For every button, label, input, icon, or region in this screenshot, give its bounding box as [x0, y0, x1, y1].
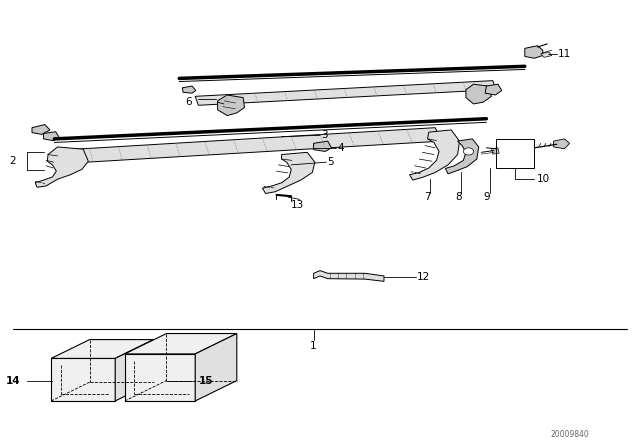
Polygon shape	[125, 333, 237, 354]
Polygon shape	[485, 84, 502, 95]
Polygon shape	[125, 354, 195, 401]
Text: 7: 7	[424, 192, 431, 202]
Polygon shape	[35, 147, 88, 187]
Text: 8: 8	[455, 192, 461, 202]
Text: 13: 13	[291, 200, 305, 210]
Text: 1: 1	[310, 341, 317, 351]
Polygon shape	[44, 132, 60, 141]
Polygon shape	[445, 139, 479, 174]
Polygon shape	[541, 52, 552, 57]
Bar	[496, 139, 534, 168]
Text: 5: 5	[328, 157, 334, 167]
Text: 4: 4	[337, 143, 344, 153]
Polygon shape	[314, 141, 332, 151]
Polygon shape	[466, 84, 492, 104]
Polygon shape	[182, 86, 196, 93]
Text: 15: 15	[198, 376, 213, 386]
Polygon shape	[61, 128, 442, 164]
Polygon shape	[51, 358, 115, 401]
Polygon shape	[525, 46, 543, 58]
Polygon shape	[410, 130, 460, 180]
Text: 10: 10	[536, 174, 550, 184]
Circle shape	[463, 148, 474, 155]
Text: 14: 14	[6, 376, 20, 386]
Text: 6: 6	[186, 97, 192, 107]
Polygon shape	[218, 95, 244, 116]
Polygon shape	[492, 148, 499, 154]
Polygon shape	[554, 139, 570, 149]
Text: 12: 12	[417, 272, 431, 282]
Polygon shape	[51, 340, 154, 358]
Polygon shape	[195, 333, 237, 401]
Polygon shape	[314, 271, 384, 281]
Text: 9: 9	[484, 192, 490, 202]
Polygon shape	[115, 340, 154, 401]
Text: 20009840: 20009840	[550, 430, 589, 439]
Text: 3: 3	[321, 130, 328, 140]
Polygon shape	[32, 125, 50, 134]
Polygon shape	[195, 81, 496, 105]
Text: 11: 11	[558, 49, 572, 59]
Text: 2: 2	[10, 156, 16, 166]
Polygon shape	[262, 152, 315, 194]
